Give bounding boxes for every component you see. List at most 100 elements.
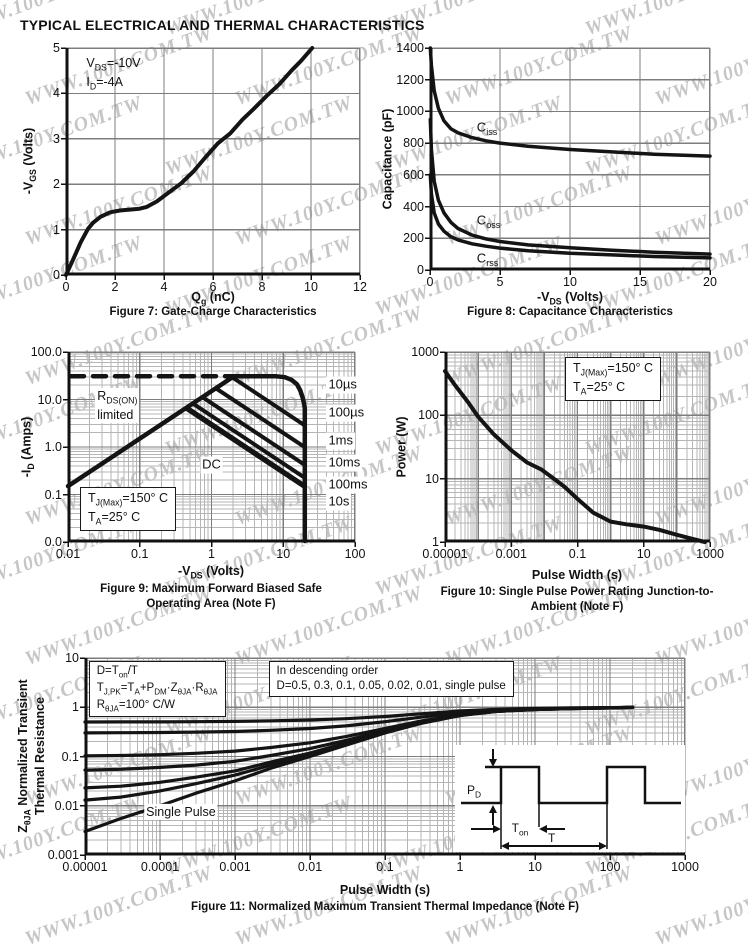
y-tick-label: 10	[65, 651, 79, 665]
figure-caption: Figure 8: Capacitance Characteristics	[467, 306, 673, 318]
rdson-limited-label: RDS(ON) limited	[95, 387, 140, 424]
y-tick-label: 0.01	[54, 798, 79, 813]
single-pulse	[83, 705, 635, 834]
x-tick-label: 2	[111, 280, 119, 294]
y-tick-label: 1	[432, 535, 439, 549]
plot-area	[425, 46, 712, 275]
pulse-train-waveform	[461, 765, 681, 805]
dc-label: DC	[200, 456, 223, 474]
x-tick-label: 10	[276, 547, 291, 561]
figure-11-chart: ZθJA Normalized Transient Thermal Resist…	[16, 645, 728, 934]
formulas-box: D=Ton/T TJ,PK=TA+PDM·ZθJA·RθJA RθJA=100° C…	[88, 661, 226, 718]
single-pulse-label: Single Pulse	[144, 804, 218, 821]
x-tick-label: 0.1	[131, 547, 149, 561]
x-tick-label: 0.1	[568, 547, 587, 561]
ton-label: Ton	[511, 821, 529, 838]
x-axis-label: Pulse Width (s)	[339, 883, 431, 897]
figure-7-chart: -VGS (Volts) Qg (nC) Figure 7: Gate-Char…	[20, 40, 390, 335]
x-tick-label: 0.1	[376, 860, 394, 874]
y-axis-label-line1: ZθJA Normalized Transient	[16, 679, 33, 833]
y-tick-label: 3	[53, 131, 60, 146]
y-tick-label: 1000	[411, 345, 439, 359]
pd-arrow-up-head	[489, 805, 497, 813]
conditions-label: VDS=-10V ID=-4A	[86, 55, 141, 92]
crss-label: Crss	[476, 250, 499, 269]
line-10s	[185, 405, 307, 487]
y-tick-label: 800	[403, 136, 424, 151]
coss-label: Coss	[476, 212, 501, 231]
line-1ms	[213, 386, 307, 450]
x-tick-label: 100	[599, 860, 621, 874]
edge-extension-lines	[500, 803, 608, 849]
ton-arrow-right-head	[539, 825, 547, 833]
x-axis-label: -VDS (Volts)	[536, 290, 604, 307]
ton-arrow-left-head	[493, 825, 501, 833]
figure-caption: Figure 11: Normalized Maximum Transient …	[191, 901, 579, 913]
pd-label: PD	[467, 783, 482, 800]
figure-caption-line2: Ambient (Note F)	[530, 601, 624, 613]
pulse-waveform-diagram	[461, 749, 681, 850]
figure-caption-line2: Operating Area (Note F)	[146, 598, 276, 610]
y-tick-label: 1	[72, 700, 79, 715]
y-tick-label: 1000	[396, 104, 424, 119]
conditions-box: TJ(Max)=150° C TA=25° C	[565, 357, 662, 401]
single-pulse-power-curve	[443, 369, 707, 544]
y-tick-label: 100	[418, 408, 439, 423]
y-tick-label: 1200	[396, 72, 424, 87]
y-tick-label: 0.001	[47, 848, 79, 862]
axis-spines	[425, 47, 711, 275]
period-label: T	[548, 831, 556, 845]
x-tick-label: 10	[636, 547, 651, 561]
pd-arrow-down-head	[489, 759, 497, 767]
label-10s: 10s	[326, 493, 352, 511]
figure-9-chart: -ID (Amps) -VDS (Volts) Figure 9: Maximu…	[20, 340, 390, 640]
y-tick-label: 0	[53, 268, 60, 282]
coss-curve	[428, 117, 712, 256]
gate-charge-curve	[64, 46, 315, 277]
y-tick-label: 200	[403, 231, 424, 246]
x-tick-label: 10	[563, 275, 577, 289]
figure-8-chart: Capacitance (pF) -VDS (Volts) Figure 8: …	[380, 40, 748, 335]
label-10us: 10µs	[326, 376, 359, 394]
x-axis-label: Qg (nC)	[191, 290, 235, 307]
figure-caption-line1: Figure 9: Maximum Forward Biased Safe	[100, 583, 322, 595]
plot-area	[61, 46, 361, 280]
x-tick-label: 20	[703, 275, 717, 289]
soa-boundary	[65, 374, 308, 544]
x-tick-label: 1	[208, 547, 215, 561]
x-axis-label: -VDS (Volts)	[177, 564, 245, 581]
x-tick-label: 0.00001	[422, 547, 468, 561]
line-100us	[231, 375, 307, 428]
y-tick-label: 0.1	[61, 749, 79, 764]
x-tick-label: 0.01	[55, 547, 81, 561]
pulse-waveform-inset: PD Ton T	[455, 745, 685, 852]
y-tick-label: 10	[425, 471, 439, 486]
x-tick-label: 6	[209, 280, 217, 294]
line-10ms	[200, 395, 307, 467]
y-tick-label: 0	[417, 263, 424, 277]
descending-order-box: In descending order D=0.5, 0.3, 0.1, 0.05…	[268, 661, 514, 698]
y-tick-label: 1.0	[44, 440, 62, 454]
x-tick-label: 1000	[696, 547, 724, 561]
x-tick-label: 1	[456, 860, 464, 874]
conditions-box: TJ(Max)=150° C TA=25° C	[80, 486, 177, 531]
figure-10-chart: Power (W) Pulse Width (s) Figure 10: Sin…	[390, 340, 748, 640]
line-100ms	[190, 401, 307, 480]
figure-caption-line1: Figure 10: Single Pulse Power Rating Jun…	[440, 586, 714, 598]
x-tick-label: 100	[344, 547, 366, 561]
x-tick-label: 5	[496, 275, 504, 289]
y-axis-label: Power (W)	[394, 416, 409, 478]
line-dc	[183, 406, 307, 490]
x-tick-label: 0.01	[297, 860, 323, 874]
x-tick-label: 0	[426, 275, 434, 289]
axis-spines	[440, 351, 711, 547]
label-100ms: 100ms	[326, 476, 370, 494]
label-10ms: 10ms	[326, 454, 363, 472]
ciss-curve	[428, 46, 712, 158]
x-tick-label: 8	[258, 280, 266, 294]
y-tick-label: 2	[53, 177, 60, 192]
label-1ms: 1ms	[326, 432, 355, 450]
ciss-label: Ciss	[476, 119, 498, 137]
x-tick-label: 10	[528, 860, 542, 874]
y-axis-label: Capacitance (pF)	[380, 108, 395, 210]
